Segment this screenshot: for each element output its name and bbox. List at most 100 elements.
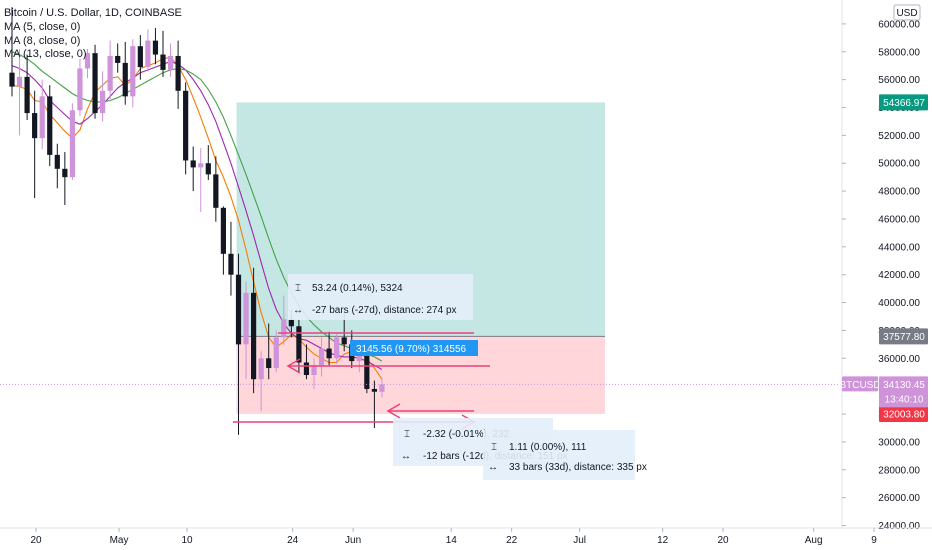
candle[interactable] [84,48,91,79]
candle-body [84,53,91,69]
candle-body [198,163,204,168]
candle[interactable] [24,54,30,121]
time-tick-label: 24 [287,535,299,546]
candle[interactable] [167,43,174,77]
candle[interactable] [39,79,45,150]
candle[interactable] [107,40,113,100]
currency-button[interactable]: USD [893,4,921,21]
legend-ma8[interactable]: MA (8, close, 0) [4,35,80,47]
candle[interactable] [379,377,385,398]
candle[interactable] [371,380,377,428]
candle[interactable] [16,48,23,136]
drawings[interactable]: 53.24 (0.14%), 5324 -27 bars (-27d), dist… [233,274,647,480]
highlight-tag-text: 3145.56 (9.70%) 314556 [356,344,467,355]
candle[interactable] [115,43,121,73]
candle[interactable] [326,331,332,366]
price-tags: 54366.97 37577.80 32003.80 BTCUSD 34130.45 13… [839,94,928,422]
price-tick-label: 26000.00 [878,493,920,504]
measure-text: -2.32 (-0.01%), 232 [423,429,510,440]
highlight-tag[interactable] [350,340,478,356]
current-price-tag [879,376,928,408]
candle[interactable] [296,319,302,373]
candle[interactable] [205,145,211,180]
price-tick-label: 56000.00 [878,75,920,86]
candle-body [205,163,211,175]
price-tick-label: 30000.00 [878,437,920,448]
measure-icon: ↔ [488,462,498,473]
candle[interactable] [32,90,38,199]
candle-body [130,46,136,97]
candle[interactable] [137,35,143,80]
candle[interactable] [130,39,136,108]
candle[interactable] [9,7,15,97]
candle[interactable] [318,337,325,377]
candle[interactable] [183,82,189,175]
candle[interactable] [47,85,53,167]
legend-title[interactable]: Bitcoin / U.S. Dollar, 1D, COINBASE [4,7,182,19]
price-tick-label: 52000.00 [878,131,920,142]
candle[interactable] [251,267,257,394]
candle[interactable] [303,344,310,380]
candle[interactable] [54,143,60,189]
candle-body [251,292,257,380]
candle[interactable] [160,30,166,77]
candle-body [54,154,60,169]
candle[interactable] [152,28,159,65]
candle-body [364,355,370,389]
candle[interactable] [228,221,234,296]
time-axis[interactable]: 20 May 10 24 Jun 14 22 Jul 12 20 Aug 9 [0,527,932,546]
candle-body [9,72,15,87]
symbol-tag [842,376,878,392]
candle[interactable] [100,71,106,122]
legend[interactable]: Bitcoin / U.S. Dollar, 1D, COINBASE MA (… [4,7,182,60]
pink-arrow [286,358,301,374]
candle[interactable] [175,40,181,109]
candle[interactable] [281,295,287,345]
candle[interactable] [92,44,98,119]
candle-body [100,90,106,114]
measure-box[interactable] [483,430,635,480]
candle-body [228,253,234,275]
price-tick-label: 40000.00 [878,298,920,309]
price-tick-label: 48000.00 [878,187,920,198]
take-profit-tag [879,94,928,111]
candles[interactable] [9,7,385,435]
candle-body [243,292,249,345]
candle[interactable] [311,358,317,389]
legend-ma5[interactable]: MA (5, close, 0) [4,21,80,33]
candle[interactable] [235,253,242,435]
candle[interactable] [77,58,83,116]
measure-box[interactable] [288,274,473,320]
candle-body [69,110,75,178]
candle[interactable] [266,323,272,380]
candle-body [379,384,385,392]
candle[interactable] [220,206,226,275]
candle[interactable] [69,103,75,180]
price-tick-label: 24000.00 [878,521,920,532]
candle-body [77,68,83,111]
current-price-text: 34130.45 [883,380,925,391]
candle[interactable] [122,42,128,105]
candle[interactable] [243,281,249,380]
measure-icon: ⌶ [404,429,410,440]
candle[interactable] [213,156,219,222]
candle[interactable] [273,330,279,373]
candle-body [341,337,347,345]
candle-body [62,168,68,178]
candle[interactable] [198,147,204,212]
candle[interactable] [258,351,264,412]
candle[interactable] [334,333,340,364]
candle-body [115,55,121,63]
candle-body [122,62,128,97]
time-tick-label: 10 [181,535,193,546]
measure-icon: ↔ [401,451,411,462]
current-time-text: 13:40:10 [885,394,924,405]
candle[interactable] [190,146,196,192]
candle-body [235,274,242,345]
candle[interactable] [145,29,151,72]
price-tick-label: 58000.00 [878,47,920,58]
candle[interactable] [62,152,68,206]
legend-ma13[interactable]: MA (13, close, 0) [4,48,87,60]
